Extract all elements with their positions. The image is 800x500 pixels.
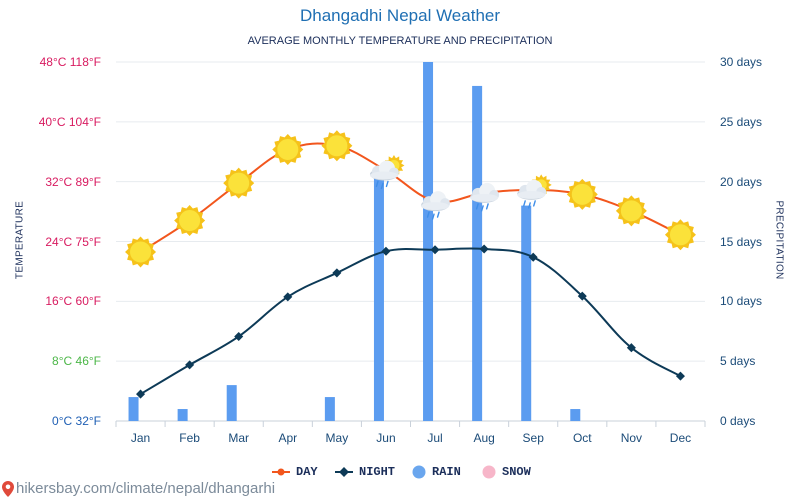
sun-icon[interactable] <box>223 167 255 199</box>
legend-label-rain: RAIN <box>432 465 461 479</box>
legend-rain-dot-icon <box>412 465 426 479</box>
rain-bar[interactable] <box>423 62 434 421</box>
x-tick-label-month: Mar <box>228 431 250 445</box>
x-tick-label-month: Dec <box>669 431 692 445</box>
night-point[interactable] <box>675 371 685 381</box>
y-tick-label-precipitation: 20 days <box>720 174 763 189</box>
sun-icon[interactable] <box>272 134 304 166</box>
legend-day-line-icon <box>272 468 290 476</box>
cloud-rain-icon[interactable] <box>470 182 500 212</box>
night-point[interactable] <box>185 360 195 370</box>
y-tick-label-temperature: 8°C 46°F <box>52 354 101 369</box>
sun-icon[interactable] <box>566 178 598 210</box>
y-tick-label-temperature: 40°C 104°F <box>38 114 101 129</box>
chart-title: Dhangadhi Nepal Weather <box>299 6 501 25</box>
source-footer[interactable]: hikersbay.com/climate/nepal/dhangarhi <box>2 480 275 497</box>
night-point[interactable] <box>332 268 342 278</box>
rain-bar[interactable] <box>226 385 237 421</box>
legend-night-line-icon <box>335 467 353 477</box>
sun-cloud-rain-icon[interactable] <box>517 174 552 209</box>
y-tick-label-temperature: 48°C 118°F <box>39 55 101 69</box>
x-tick-label-month: Feb <box>179 431 200 445</box>
night-temperature-line <box>140 247 681 395</box>
x-tick-label-month: Nov <box>620 431 643 445</box>
x-tick-label-month: Oct <box>572 431 592 445</box>
x-tick-label-month: Jul <box>427 431 443 445</box>
rain-bar[interactable] <box>521 205 532 421</box>
night-point[interactable] <box>234 331 244 342</box>
location-pin-icon <box>2 480 14 497</box>
chart-subtitle: AVERAGE MONTHLY TEMPERATURE AND PRECIPIT… <box>247 35 553 47</box>
rain-bar[interactable] <box>373 169 384 421</box>
night-point[interactable] <box>626 343 636 353</box>
day-temperature-line <box>140 142 681 253</box>
x-tick-label-month: Aug <box>473 431 495 445</box>
sun-cloud-rain-icon[interactable] <box>369 154 405 190</box>
rain-bar[interactable] <box>472 85 483 421</box>
sun-icon[interactable] <box>664 219 696 251</box>
night-point[interactable] <box>528 252 538 262</box>
sun-icon[interactable] <box>125 236 157 268</box>
sun-icon[interactable] <box>615 195 647 227</box>
x-tick-label-month: May <box>325 431 349 445</box>
legend-snow-dot-icon <box>482 465 496 479</box>
legend-item-night[interactable]: NIGHT <box>335 464 395 480</box>
legend-label-snow: SNOW <box>502 465 531 479</box>
night-point[interactable] <box>430 245 440 255</box>
y-tick-label-precipitation: 15 days <box>720 234 763 249</box>
cloud-rain-icon[interactable] <box>421 191 451 220</box>
legend-item-rain[interactable]: RAIN <box>412 464 461 480</box>
legend-item-snow[interactable]: SNOW <box>482 464 531 480</box>
legend-item-day[interactable]: DAY <box>272 464 318 480</box>
legend-label-day: DAY <box>296 465 318 479</box>
sun-icon[interactable] <box>174 205 206 237</box>
x-tick-label-month: Sep <box>522 431 544 445</box>
chart-legend: DAY NIGHT RAIN SNOW <box>0 464 800 480</box>
y-tick-label-precipitation: 0 days <box>720 414 756 428</box>
y-tick-label-precipitation: 25 days <box>720 114 763 129</box>
y-tick-label-temperature: 16°C 60°F <box>45 294 101 309</box>
y-tick-label-precipitation: 5 days <box>720 354 756 369</box>
rain-bar[interactable] <box>570 409 581 421</box>
y-tick-label-precipitation: 30 days <box>720 55 763 69</box>
sun-icon[interactable] <box>321 130 353 162</box>
legend-label-night: NIGHT <box>359 465 396 479</box>
y-tick-label-temperature: 32°C 89°F <box>45 174 101 189</box>
x-tick-label-month: Apr <box>278 431 298 445</box>
y-tick-label-precipitation: 10 days <box>720 294 763 309</box>
rain-bar[interactable] <box>128 397 139 421</box>
rain-bar[interactable] <box>324 397 335 421</box>
y-tick-label-temperature: 0°C 32°F <box>52 414 101 428</box>
source-link[interactable]: hikersbay.com/climate/nepal/dhangarhi <box>16 480 276 497</box>
x-tick-label-month: Jan <box>130 431 151 445</box>
night-point[interactable] <box>136 389 146 399</box>
rain-bar[interactable] <box>177 409 188 421</box>
y-tick-label-temperature: 24°C 75°F <box>45 234 101 249</box>
x-tick-label-month: Jun <box>376 431 396 445</box>
